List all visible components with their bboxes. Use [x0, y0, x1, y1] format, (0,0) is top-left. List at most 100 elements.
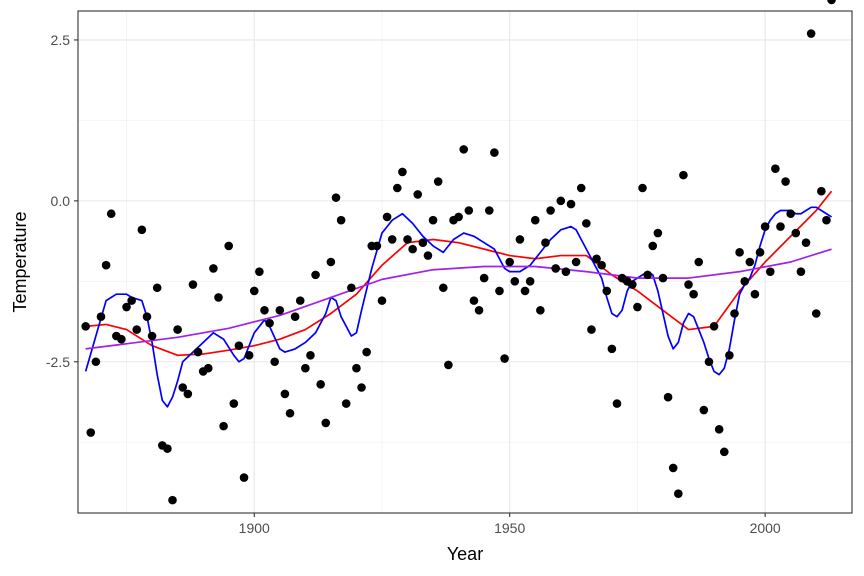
data-point	[663, 392, 673, 402]
data-point	[326, 257, 336, 267]
y-tick-label: 2.5	[51, 32, 71, 48]
data-point	[188, 280, 198, 289]
data-point	[122, 302, 131, 312]
data-point	[643, 270, 652, 280]
data-point	[219, 421, 228, 431]
data-point	[469, 296, 479, 305]
data-point	[740, 277, 750, 286]
data-point	[684, 280, 693, 289]
data-point	[776, 222, 785, 231]
data-point	[628, 280, 637, 289]
y-tick-label: 0.0	[51, 193, 71, 209]
data-point	[311, 270, 320, 280]
data-point	[822, 215, 831, 225]
data-point	[398, 167, 407, 177]
data-point	[694, 257, 704, 267]
minor-gridlines	[78, 11, 852, 513]
data-point	[280, 389, 290, 399]
smooth-line-2	[84, 206, 833, 408]
x-tick-label: 1950	[494, 520, 525, 536]
data-point	[239, 473, 249, 482]
y-axis-title: Temperature	[10, 211, 30, 312]
data-point	[576, 183, 586, 193]
data-point	[178, 383, 188, 392]
data-point	[704, 357, 714, 367]
data-point	[444, 360, 453, 370]
data-point	[556, 196, 566, 206]
data-point	[827, 0, 836, 5]
x-tick-label: 2000	[750, 520, 781, 536]
data-point	[393, 183, 402, 193]
scatter-points	[81, 0, 836, 505]
data-point	[633, 302, 642, 312]
data-point	[127, 296, 136, 305]
data-point	[96, 312, 106, 322]
data-point	[592, 254, 601, 264]
data-point	[321, 418, 331, 428]
data-point	[142, 312, 152, 322]
data-point	[306, 351, 315, 360]
x-axis-title: Year	[447, 544, 483, 564]
data-point	[418, 238, 428, 247]
data-point	[260, 305, 269, 315]
data-point	[817, 186, 826, 196]
data-point	[674, 489, 683, 498]
data-point	[209, 264, 218, 273]
data-point	[735, 248, 744, 257]
data-point	[438, 283, 448, 293]
data-point	[382, 212, 392, 222]
data-point	[505, 257, 514, 267]
data-point	[203, 363, 213, 373]
x-axis: 1900 1950 2000	[239, 513, 781, 536]
data-point	[336, 215, 346, 225]
data-point	[86, 428, 96, 437]
data-point	[490, 148, 499, 157]
y-tick-label: -2.5	[46, 354, 70, 370]
data-point	[745, 257, 755, 267]
data-point	[265, 318, 274, 328]
data-point	[653, 228, 663, 238]
y-axis: 2.5 0.0 -2.5	[46, 32, 78, 370]
data-point	[347, 283, 356, 293]
data-point	[132, 325, 142, 334]
data-point	[249, 286, 259, 296]
data-point	[331, 193, 341, 202]
data-point	[668, 463, 678, 473]
data-point	[428, 215, 438, 225]
data-point	[530, 215, 540, 225]
data-point	[786, 209, 795, 219]
data-point	[214, 293, 223, 302]
data-point	[725, 351, 734, 360]
data-point	[607, 344, 617, 354]
data-point	[229, 399, 239, 408]
data-point	[474, 305, 484, 315]
data-point	[806, 29, 816, 38]
data-point	[275, 305, 285, 315]
data-point	[423, 251, 433, 260]
data-point	[602, 286, 612, 296]
data-point	[500, 354, 509, 363]
data-point	[755, 248, 765, 257]
data-point	[168, 495, 177, 505]
data-point	[193, 347, 203, 357]
data-point	[137, 225, 147, 235]
data-point	[801, 238, 811, 247]
data-point	[765, 267, 775, 276]
data-point	[484, 206, 494, 215]
data-point	[587, 325, 596, 334]
data-point	[301, 363, 310, 373]
data-point	[561, 267, 571, 276]
data-point	[357, 383, 366, 392]
data-point	[796, 267, 806, 276]
data-point	[648, 241, 658, 251]
data-point	[520, 286, 530, 296]
data-point	[459, 145, 469, 154]
data-point	[541, 238, 550, 247]
data-point	[163, 444, 172, 453]
data-point	[771, 164, 780, 173]
data-point	[582, 219, 591, 228]
data-point	[638, 183, 647, 193]
data-point	[152, 283, 162, 293]
data-point	[719, 447, 729, 457]
